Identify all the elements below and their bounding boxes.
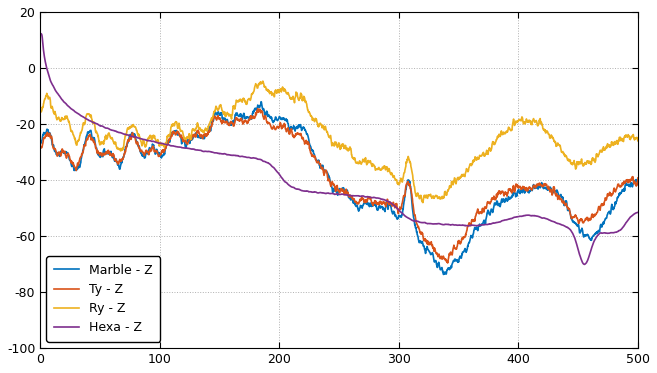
Line: Marble - Z: Marble - Z <box>41 102 638 275</box>
Marble - Z <box>440 272 447 277</box>
Ty - Z <box>37 145 45 150</box>
Ty - Z <box>254 106 261 111</box>
Hexa - Z <box>68 107 76 112</box>
Hexa - Z <box>581 262 589 267</box>
Hexa - Z <box>328 191 336 196</box>
Hexa - Z <box>634 210 642 214</box>
Marble - Z <box>618 191 625 195</box>
Hexa - Z <box>311 190 319 194</box>
Marble - Z <box>634 182 642 187</box>
Hexa - Z <box>617 227 625 232</box>
Ty - Z <box>618 184 625 188</box>
Ry - Z <box>508 128 516 132</box>
Ry - Z <box>312 117 320 121</box>
Ry - Z <box>634 139 642 143</box>
Hexa - Z <box>507 216 515 221</box>
Line: Ty - Z: Ty - Z <box>41 109 638 263</box>
Ry - Z <box>419 200 427 205</box>
Line: Hexa - Z: Hexa - Z <box>41 34 638 264</box>
Marble - Z <box>68 164 76 169</box>
Hexa - Z <box>37 32 45 36</box>
Marble - Z <box>328 185 336 190</box>
Marble - Z <box>312 157 320 162</box>
Line: Ry - Z: Ry - Z <box>41 81 638 203</box>
Ry - Z <box>259 79 267 84</box>
Ry - Z <box>37 109 45 114</box>
Marble - Z <box>508 194 516 198</box>
Ry - Z <box>618 137 625 141</box>
Ty - Z <box>508 191 516 195</box>
Marble - Z <box>257 100 265 104</box>
Marble - Z <box>37 141 45 145</box>
Ry - Z <box>68 129 76 134</box>
Ty - Z <box>617 184 625 189</box>
Ty - Z <box>328 180 336 185</box>
Ty - Z <box>312 158 320 162</box>
Legend: Marble - Z, Ty - Z, Ry - Z, Hexa - Z: Marble - Z, Ty - Z, Ry - Z, Hexa - Z <box>47 256 160 342</box>
Ry - Z <box>328 144 336 148</box>
Marble - Z <box>617 190 625 195</box>
Ty - Z <box>443 261 451 265</box>
Ty - Z <box>634 176 642 180</box>
Hexa - Z <box>617 227 625 232</box>
Ry - Z <box>617 138 625 143</box>
Ty - Z <box>68 161 76 166</box>
